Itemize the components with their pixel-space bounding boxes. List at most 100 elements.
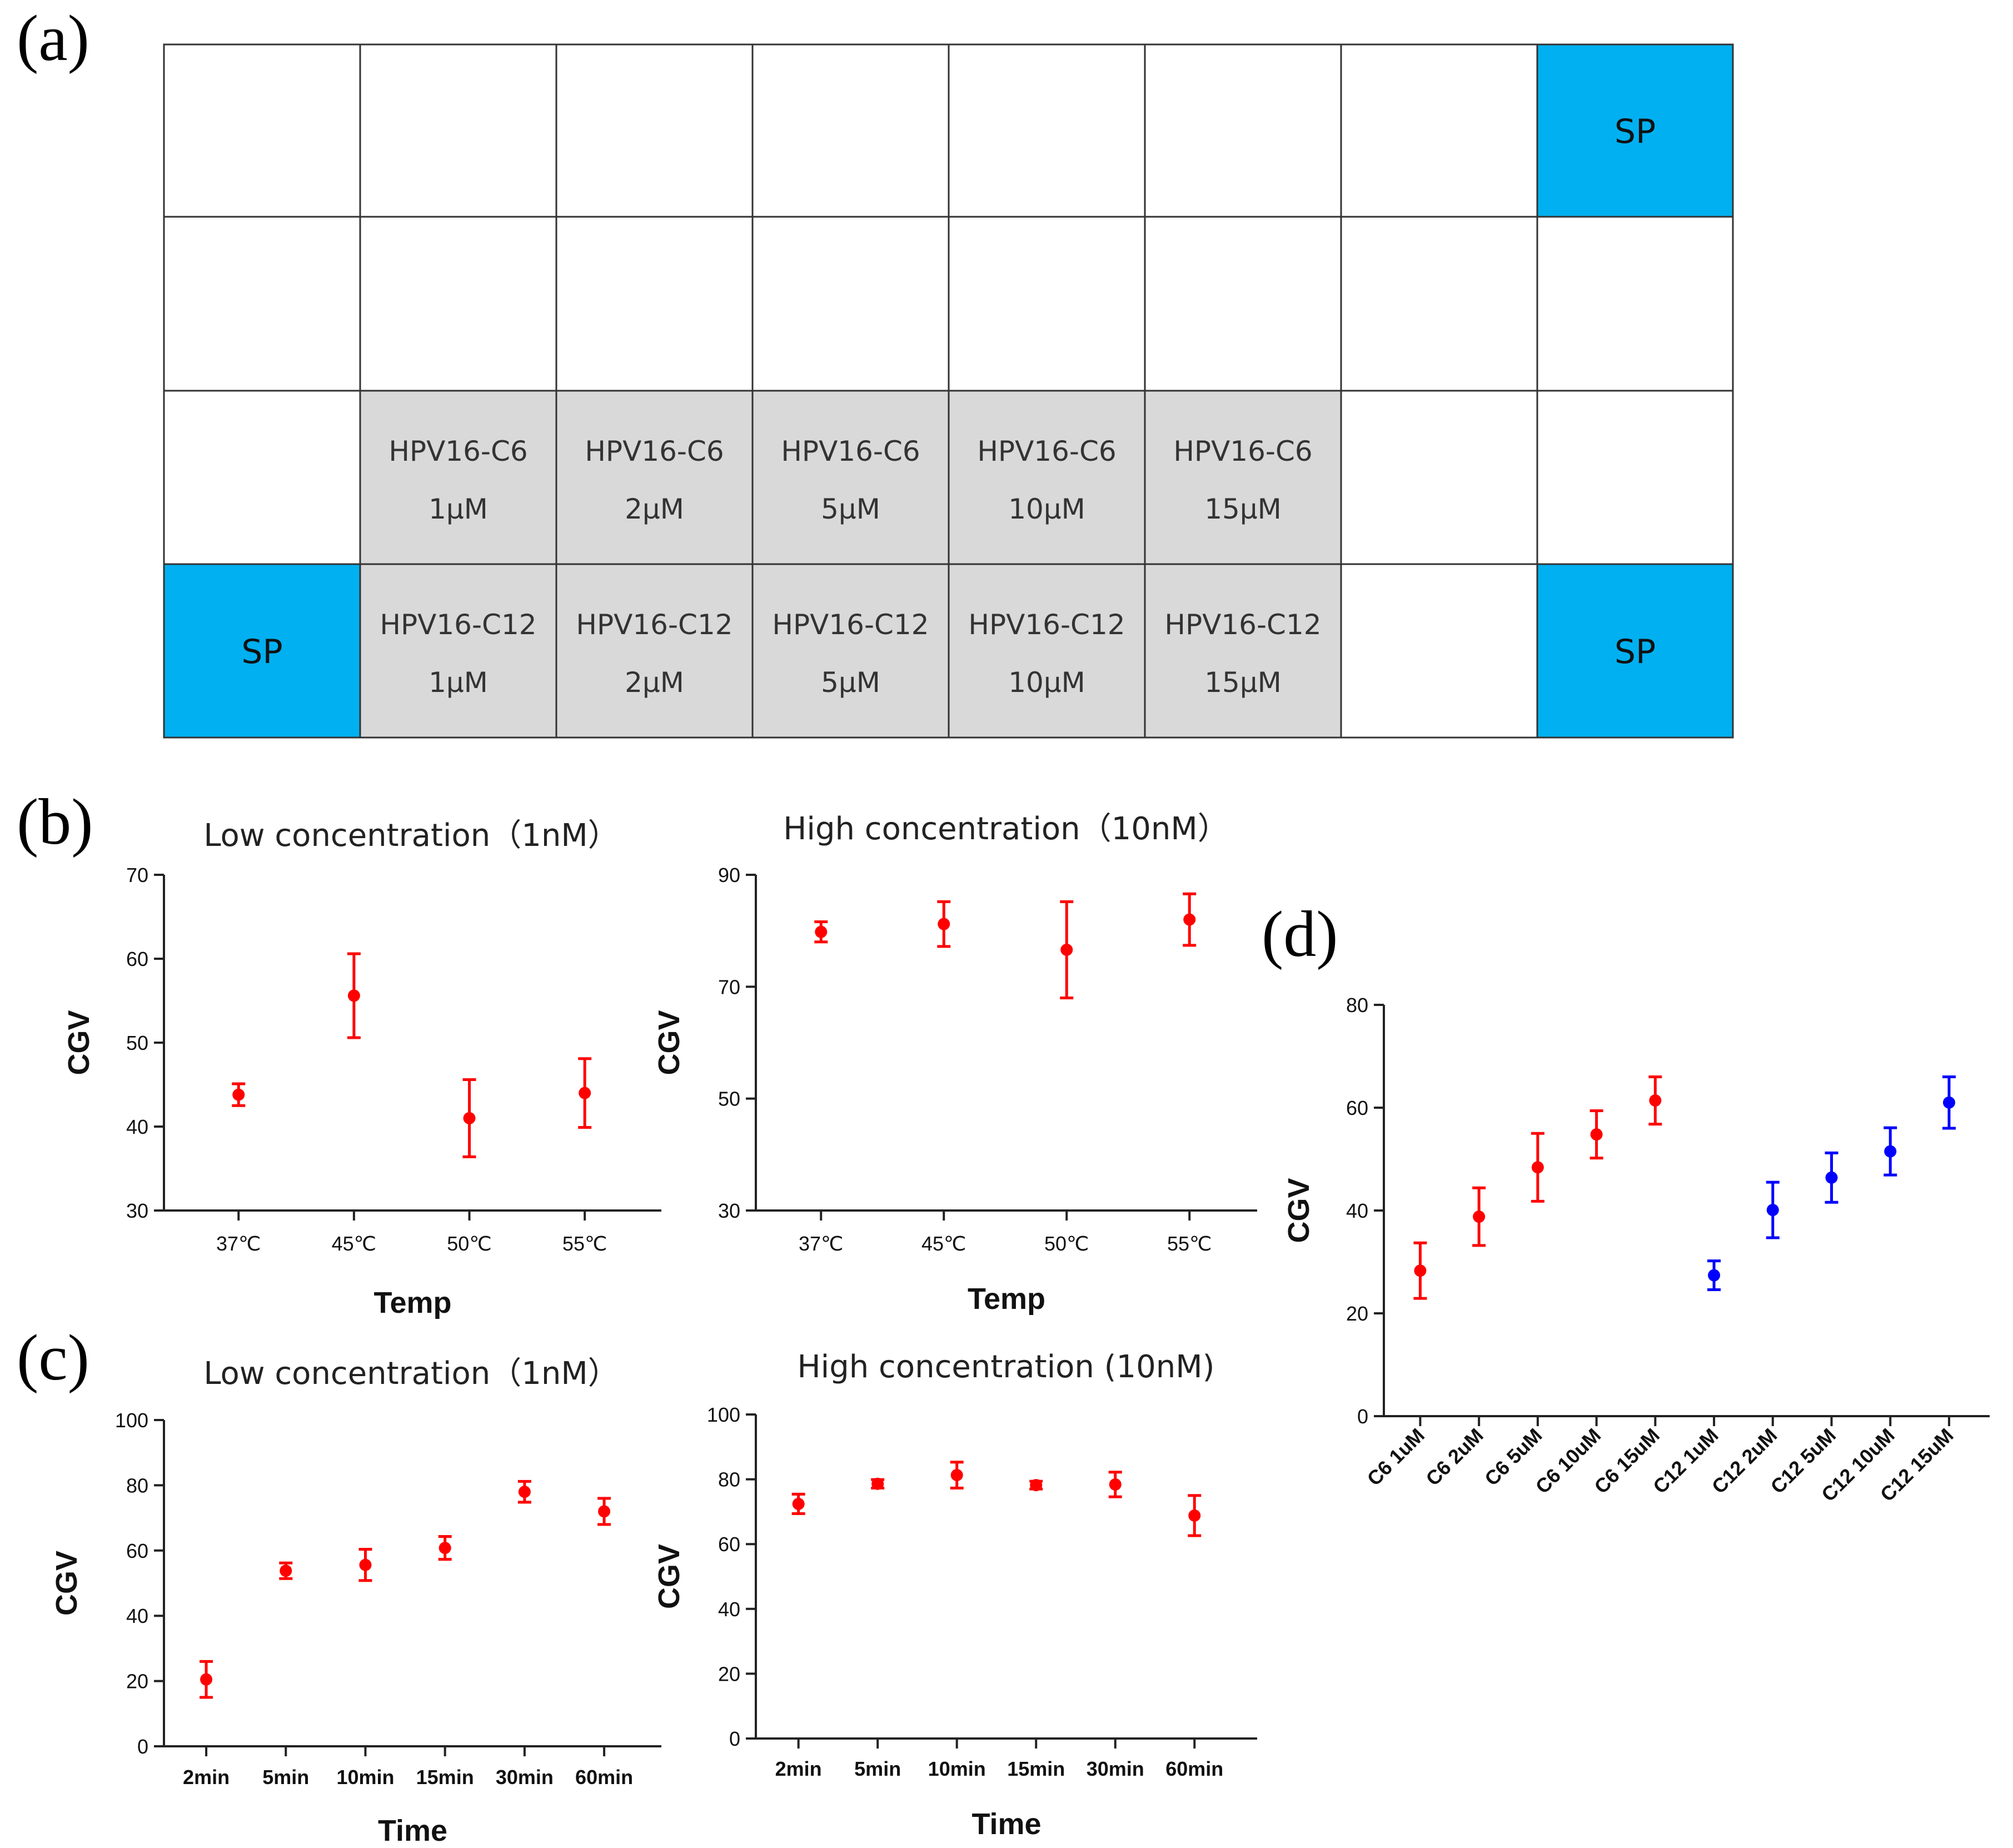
data-marker — [815, 925, 828, 938]
plate-cell-fill — [1144, 216, 1342, 392]
sample-name: HPV16-C12 — [772, 609, 929, 641]
chart-title: High concentration（10nM） — [783, 811, 1228, 847]
y-tick-label: 70 — [126, 864, 148, 886]
data-marker — [200, 1673, 213, 1686]
plate-cell-r3-c3: HPV16-C6 2μM — [555, 390, 754, 565]
x-tick-label: 60min — [575, 1766, 633, 1789]
y-tick-label: 80 — [718, 1468, 740, 1491]
plate-cell-fill — [555, 216, 754, 392]
data-point — [1060, 900, 1074, 999]
data-marker — [1060, 943, 1073, 956]
data-point — [950, 1461, 964, 1490]
y-tick-label: 50 — [126, 1032, 148, 1054]
data-point — [937, 900, 951, 948]
x-axis-title: Temp — [968, 1282, 1045, 1316]
chart-temp-high-concentration: High concentration（10nM） 30 50 70 90 37℃ 45℃ 50… — [652, 811, 1257, 1316]
plate-cell-fill — [1340, 216, 1538, 392]
plate-cell-r3-c7 — [1340, 390, 1538, 565]
data-point — [1884, 1126, 1897, 1177]
y-tick-label: 40 — [126, 1115, 148, 1138]
plate-layout: SPHPV16-C61μMHPV16-C62μMHPV16-C65μMHPV16… — [163, 43, 1734, 739]
plate-cell-fill — [1340, 43, 1538, 218]
plate-cell-fill — [1144, 563, 1342, 739]
x-tick-label: 2min — [775, 1757, 822, 1780]
sample-name: HPV16-C6 — [977, 435, 1116, 467]
plate-cell-r2-c6 — [1144, 216, 1342, 392]
sample-concentration: 5μM — [821, 666, 880, 699]
plate-cell-r4-c6: HPV16-C12 15μM — [1144, 563, 1342, 739]
x-tick-label: 37℃ — [799, 1232, 843, 1255]
plate-cell-fill — [163, 43, 361, 218]
y-tick-label: 50 — [718, 1088, 740, 1110]
plate-cell-r1-c1 — [163, 43, 361, 218]
x-tick-label: C6 2uM — [1421, 1424, 1488, 1491]
x-tick-label: 2min — [183, 1766, 230, 1789]
data-marker — [232, 1088, 245, 1101]
x-tick-label: 50℃ — [1044, 1232, 1089, 1255]
data-point — [871, 1477, 885, 1490]
plate-cell-r1-c4 — [751, 43, 950, 218]
data-point — [1942, 1075, 1956, 1130]
data-marker — [1183, 913, 1196, 926]
y-tick-label: 40 — [126, 1605, 148, 1627]
panel-label-b: (b) — [17, 785, 93, 858]
plate-cell-fill — [1536, 390, 1734, 565]
plate-cell-r1-c6 — [1144, 43, 1342, 218]
sample-concentration: 1μM — [428, 493, 488, 525]
data-marker — [1414, 1264, 1427, 1277]
data-marker — [1030, 1479, 1043, 1492]
y-tick-label: 20 — [126, 1670, 148, 1693]
plate-cell-r3-c4: HPV16-C6 5μM — [751, 390, 950, 565]
plate-cell-fill — [1340, 390, 1538, 565]
data-marker — [598, 1505, 611, 1518]
plate-cell-r2-c5 — [948, 216, 1146, 392]
data-point — [462, 1078, 476, 1158]
data-point — [347, 952, 361, 1039]
panel-label-a: (a) — [17, 2, 89, 74]
y-tick-label: 70 — [718, 975, 740, 998]
data-point — [1188, 1494, 1202, 1537]
plate-cell-fill — [1144, 43, 1342, 218]
x-tick-label: 45℃ — [921, 1232, 966, 1255]
y-tick-label: 80 — [126, 1474, 148, 1497]
data-marker — [1649, 1094, 1662, 1107]
plate-cell-r4-c8: SP — [1536, 563, 1734, 739]
plate-cell-fill — [751, 563, 950, 739]
data-marker — [1590, 1128, 1603, 1141]
data-point — [1108, 1471, 1122, 1498]
sample-concentration: 10μM — [1008, 493, 1085, 525]
data-marker — [950, 1469, 963, 1482]
sp-label: SP — [241, 632, 282, 671]
plate-cell-fill — [163, 216, 361, 392]
data-marker — [439, 1542, 451, 1555]
data-point — [232, 1082, 246, 1107]
sample-concentration: 15μM — [1204, 666, 1282, 699]
data-point — [1766, 1180, 1780, 1239]
plate-cell-fill — [1536, 216, 1734, 392]
sample-name: HPV16-C12 — [968, 609, 1125, 641]
data-point — [1825, 1151, 1838, 1204]
y-tick-label: 30 — [718, 1199, 740, 1222]
chart-title: High concentration (10nM) — [798, 1349, 1215, 1385]
y-tick-label: 60 — [126, 948, 148, 970]
data-point — [1472, 1186, 1486, 1247]
data-point — [358, 1547, 372, 1582]
plate-cell-fill — [555, 43, 754, 218]
data-point — [1029, 1479, 1043, 1492]
plate-cell-r3-c2: HPV16-C6 1μM — [359, 390, 557, 565]
data-marker — [359, 1558, 372, 1571]
y-tick-label: 60 — [718, 1533, 740, 1556]
sample-name: HPV16-C12 — [1164, 609, 1321, 641]
y-tick-label: 100 — [115, 1409, 148, 1432]
plate-cell-fill — [163, 563, 361, 739]
plate-cell-r2-c1 — [163, 216, 361, 392]
plate-cell-fill — [948, 390, 1146, 565]
sample-name: HPV16-C6 — [781, 435, 920, 467]
x-tick-label: 15min — [416, 1766, 474, 1789]
plate-cell-fill — [359, 216, 557, 392]
plate-cell-r3-c1 — [163, 390, 361, 565]
y-tick-label: 0 — [729, 1727, 740, 1750]
panel-label-c: (c) — [17, 1321, 89, 1394]
y-tick-label: 60 — [126, 1540, 148, 1562]
